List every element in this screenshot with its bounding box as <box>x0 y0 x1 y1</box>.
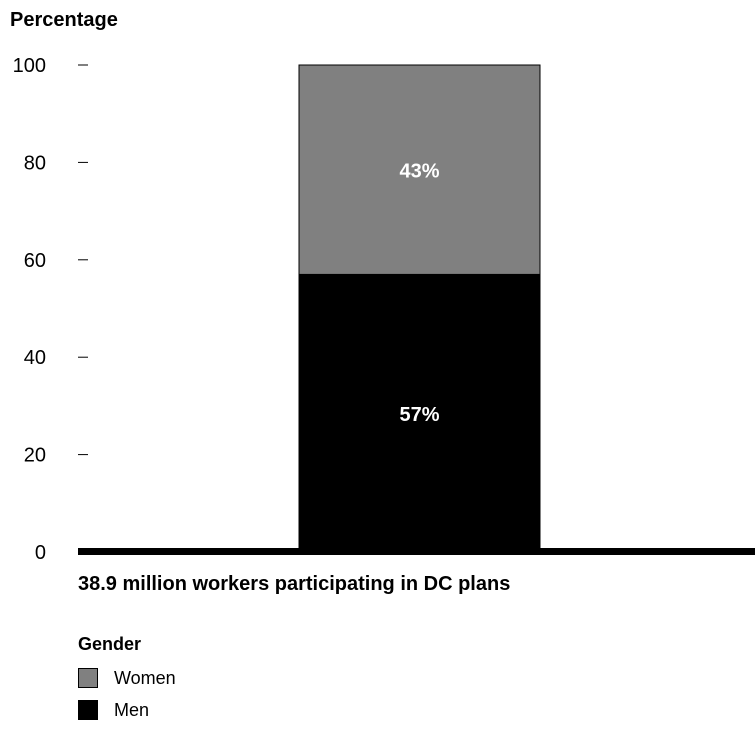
legend-swatch-men <box>78 700 98 720</box>
y-tick-label-80: 80 <box>24 152 46 174</box>
legend-swatch-women <box>78 668 98 688</box>
y-tick-label-100: 100 <box>13 55 46 77</box>
bar-segment-men <box>298 273 541 553</box>
data-label-men: 57% <box>399 404 439 426</box>
y-axis: 0 20 40 60 80 100 <box>13 55 88 564</box>
legend-label-women: Women <box>114 667 176 688</box>
bar-segment-women <box>298 64 541 275</box>
y-tick-label-60: 60 <box>24 250 46 272</box>
legend-label-men: Men <box>114 699 150 720</box>
y-tick-label-0: 0 <box>35 542 46 564</box>
legend-item-men: Men <box>78 699 176 721</box>
legend: Gender Women Men <box>78 634 176 731</box>
y-axis-title: Percentage <box>10 9 118 31</box>
y-tick-label-20: 20 <box>24 445 46 467</box>
y-tick-label-40: 40 <box>24 347 46 369</box>
data-label-women: 43% <box>399 161 439 183</box>
legend-title: Gender <box>78 634 142 654</box>
x-axis-baseline <box>78 548 755 555</box>
legend-item-women: Women <box>78 667 176 689</box>
x-axis-title: 38.9 million workers participating in DC… <box>78 573 510 595</box>
bar-stack: 57% 43% <box>298 64 541 553</box>
